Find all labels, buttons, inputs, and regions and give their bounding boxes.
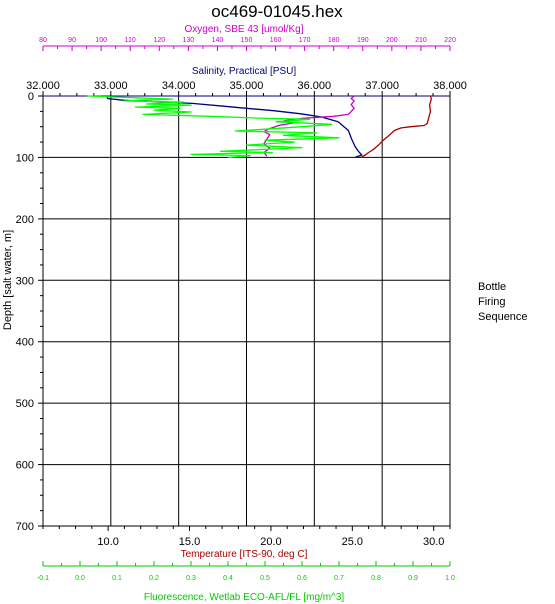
oxygen-tick-label: 80 bbox=[39, 37, 47, 44]
depth-tick-label: 400 bbox=[16, 337, 34, 349]
bottle-firing-legend: Bottle Firing Sequence bbox=[478, 280, 528, 325]
salinity-tick-label: 34.000 bbox=[162, 80, 196, 92]
depth-tick-label: 500 bbox=[16, 398, 34, 410]
grid-lines bbox=[43, 96, 450, 526]
series-layer bbox=[87, 95, 432, 159]
fluorescence-tick-label: 0.7 bbox=[334, 575, 344, 582]
fluorescence-tick-label: 0.2 bbox=[149, 575, 159, 582]
series-line-fluorescence bbox=[87, 95, 340, 159]
oxygen-tick-label: 160 bbox=[270, 37, 282, 44]
oxygen-tick-label: 170 bbox=[299, 37, 311, 44]
fluorescence-tick-label: 0.9 bbox=[408, 575, 418, 582]
oxygen-tick-label: 140 bbox=[212, 37, 224, 44]
oxygen-tick-label: 190 bbox=[357, 37, 369, 44]
oxygen-axis-label: Oxygen, SBE 43 [umol/Kg] bbox=[185, 24, 304, 35]
fluorescence-tick-label: 0.0 bbox=[75, 575, 85, 582]
fluorescence-tick-label: 0.6 bbox=[297, 575, 307, 582]
fluorescence-tick-label: 0.1 bbox=[112, 575, 122, 582]
series-line-salinity bbox=[106, 96, 363, 159]
depth-tick-label: 200 bbox=[16, 214, 34, 226]
temperature-tick-label: 25.0 bbox=[342, 536, 363, 548]
legend-line-2: Firing bbox=[478, 296, 506, 308]
fluorescence-axis-label: Fluorescence, Wetlab ECO-AFL/FL [mg/m^3] bbox=[144, 592, 345, 603]
legend-line-3: Sequence bbox=[478, 311, 528, 323]
oxygen-tick-label: 110 bbox=[125, 37, 136, 44]
temperature-tick-label: 10.0 bbox=[97, 536, 118, 548]
depth-tick-label: 600 bbox=[16, 460, 34, 472]
oxygen-tick-label: 130 bbox=[183, 37, 195, 44]
temperature-axis-label: Temperature [ITS-90, deg C] bbox=[181, 549, 308, 560]
temperature-tick-label: 20.0 bbox=[260, 536, 281, 548]
temperature-tick-label: 30.0 bbox=[423, 536, 444, 548]
legend-line-1: Bottle bbox=[478, 281, 507, 293]
oxygen-tick-label: 100 bbox=[95, 37, 107, 44]
oxygen-tick-label: 200 bbox=[386, 37, 398, 44]
salinity-tick-label: 36.000 bbox=[298, 80, 332, 92]
oxygen-tick-label: 180 bbox=[328, 37, 340, 44]
series-line-temperature bbox=[360, 95, 432, 159]
oxygen-tick-label: 150 bbox=[241, 37, 253, 44]
depth-tick-label: 0 bbox=[28, 91, 34, 103]
salinity-axis-label: Salinity, Practical [PSU] bbox=[192, 66, 297, 77]
oxygen-tick-label: 210 bbox=[415, 37, 427, 44]
oxygen-tick-label: 220 bbox=[444, 37, 456, 44]
chart-title: oc469-01045.hex bbox=[211, 2, 343, 21]
oxygen-tick-label: 90 bbox=[68, 37, 76, 44]
salinity-tick-label: 37.000 bbox=[365, 80, 399, 92]
fluorescence-tick-label: -0.1 bbox=[37, 575, 49, 582]
depth-axis-label: Depth [salt water, m] bbox=[2, 230, 14, 330]
fluorescence-tick-label: 0.3 bbox=[186, 575, 196, 582]
depth-tick-label: 100 bbox=[16, 152, 34, 164]
salinity-tick-label: 35.000 bbox=[230, 80, 264, 92]
depth-tick-label: 700 bbox=[16, 521, 34, 533]
fluorescence-tick-label: 0.4 bbox=[223, 575, 233, 582]
axes: 0 100 200 300 400 500 600 700 32.000 33.000 34.000… bbox=[16, 37, 467, 582]
salinity-tick-label: 33.000 bbox=[94, 80, 128, 92]
temperature-tick-label: 15.0 bbox=[179, 536, 200, 548]
fluorescence-tick-label: 0.8 bbox=[371, 575, 381, 582]
depth-tick-label: 300 bbox=[16, 275, 34, 287]
fluorescence-tick-label: 1.0 bbox=[445, 575, 455, 582]
fluorescence-tick-label: 0.5 bbox=[260, 575, 270, 582]
salinity-tick-label: 32.000 bbox=[26, 80, 60, 92]
oxygen-tick-label: 120 bbox=[153, 37, 165, 44]
salinity-tick-label: 38.000 bbox=[433, 80, 467, 92]
